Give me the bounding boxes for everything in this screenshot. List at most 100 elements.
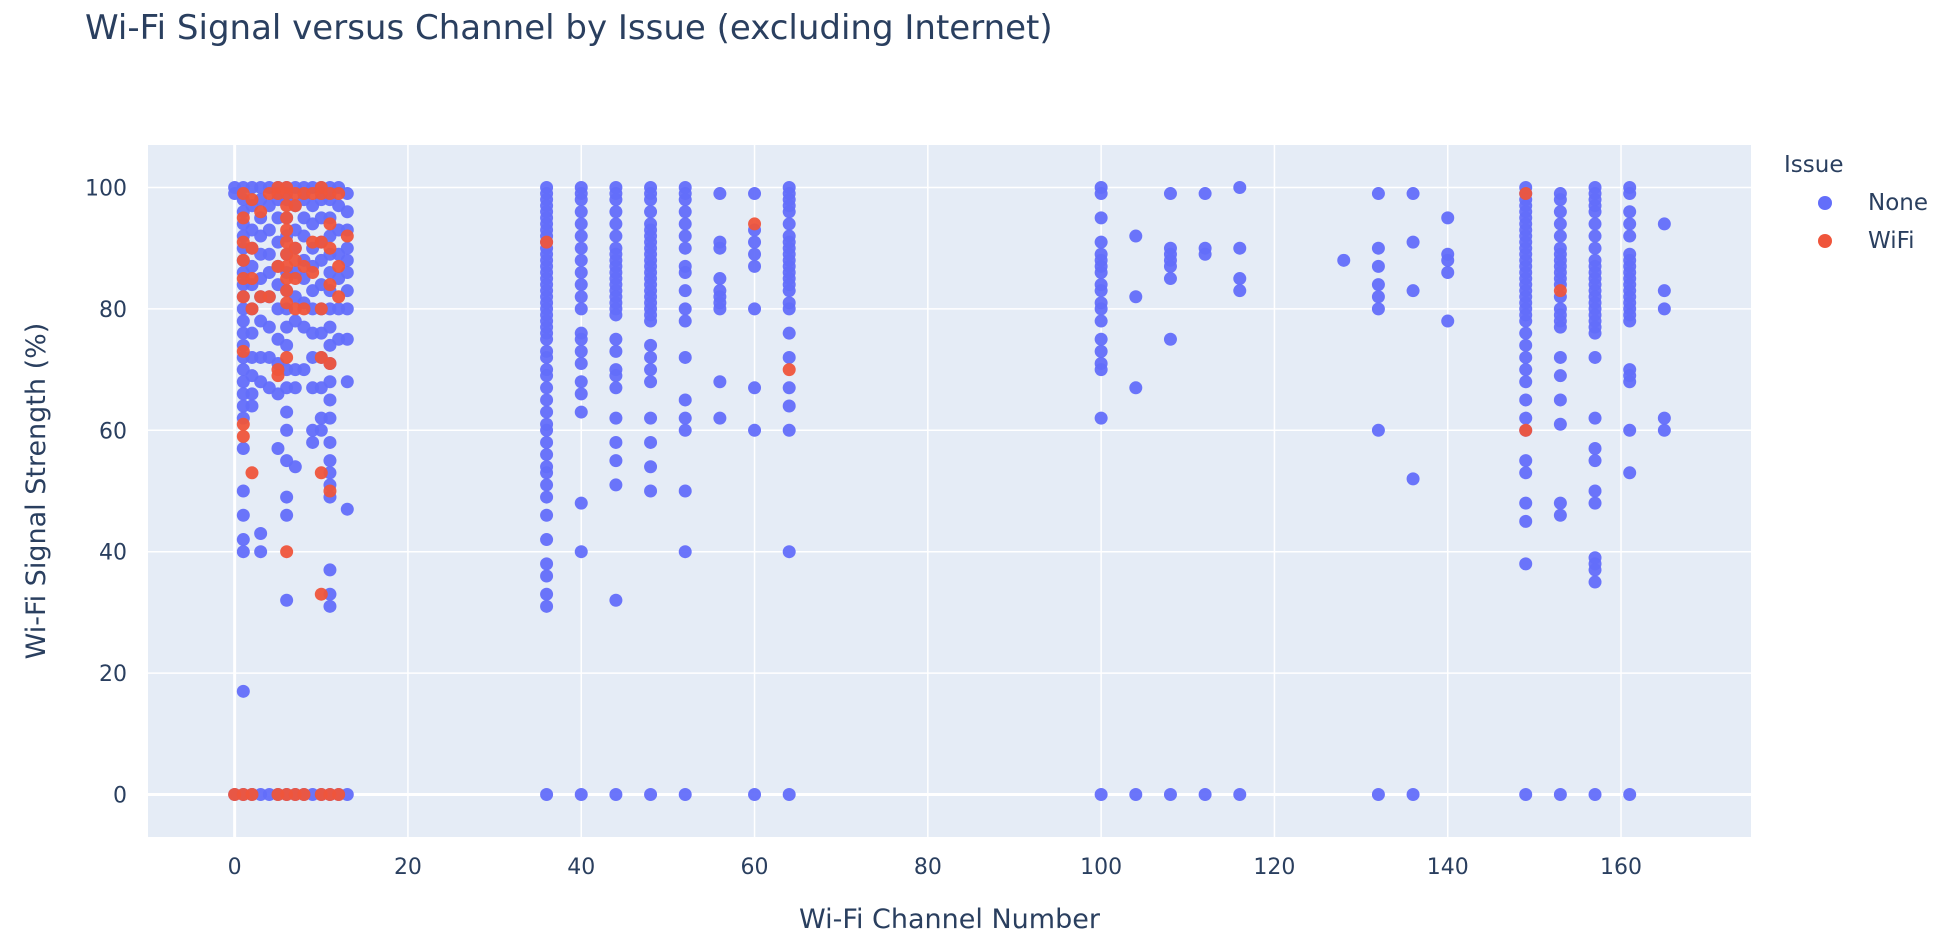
x-axis-title: Wi-Fi Channel Number	[799, 904, 1101, 935]
data-point-none	[1371, 290, 1385, 304]
data-point-none	[236, 442, 250, 456]
chart-title: Wi-Fi Signal versus Channel by Issue (ex…	[85, 8, 1053, 48]
data-point-wifi	[748, 217, 762, 231]
data-point-none	[1371, 302, 1385, 316]
data-point-none	[1163, 332, 1177, 346]
data-point-none	[713, 187, 727, 201]
data-point-none	[1094, 235, 1108, 249]
data-point-none	[574, 332, 588, 346]
data-point-none	[1371, 423, 1385, 437]
data-point-none	[1588, 217, 1602, 231]
y-tick-label: 100	[85, 176, 127, 201]
data-point-none	[782, 399, 796, 413]
data-point-none	[782, 205, 796, 219]
data-point-none	[1623, 423, 1637, 437]
data-point-none	[1519, 393, 1533, 407]
data-point-wifi	[245, 788, 259, 802]
data-point-wifi	[262, 290, 276, 304]
data-point-none	[678, 350, 692, 364]
data-point-none	[644, 205, 658, 219]
data-point-none	[574, 302, 588, 316]
data-point-none	[1657, 284, 1671, 298]
plot-area[interactable]	[148, 145, 1751, 837]
data-point-wifi	[236, 290, 250, 304]
data-point-none	[748, 788, 762, 802]
data-point-none	[314, 423, 328, 437]
data-point-none	[236, 533, 250, 547]
data-point-none	[1233, 788, 1247, 802]
data-point-none	[280, 593, 294, 607]
data-point-wifi	[1519, 423, 1533, 437]
x-tick-label: 80	[914, 855, 942, 880]
data-point-none	[748, 187, 762, 201]
data-point-none	[782, 326, 796, 340]
data-point-none	[1129, 290, 1143, 304]
data-point-wifi	[280, 545, 294, 559]
data-point-wifi	[314, 587, 328, 601]
data-point-none	[1198, 247, 1212, 261]
data-point-none	[1553, 320, 1567, 334]
data-point-none	[323, 411, 337, 425]
data-point-none	[280, 338, 294, 352]
data-point-none	[1094, 332, 1108, 346]
y-axis-ticks: 0 20 40 60 80 100	[85, 176, 127, 808]
data-point-none	[609, 478, 623, 492]
data-point-none	[340, 205, 354, 219]
data-point-none	[574, 265, 588, 279]
data-point-none	[1588, 563, 1602, 577]
data-point-wifi	[254, 205, 268, 219]
data-point-none	[748, 381, 762, 395]
data-point-none	[280, 490, 294, 504]
data-point-none	[323, 599, 337, 613]
x-tick-label: 40	[567, 855, 595, 880]
x-tick-label: 120	[1253, 855, 1295, 880]
data-point-none	[644, 193, 658, 207]
data-point-wifi	[236, 344, 250, 358]
data-point-none	[609, 308, 623, 322]
legend-item-wifi[interactable]: WiFi	[1784, 222, 1928, 260]
data-point-none	[1233, 272, 1247, 286]
data-point-none	[1588, 496, 1602, 510]
data-point-wifi	[323, 357, 337, 371]
data-point-wifi	[288, 199, 302, 213]
data-point-none	[1553, 229, 1567, 243]
data-point-none	[1623, 205, 1637, 219]
data-point-none	[280, 423, 294, 437]
data-point-none	[678, 411, 692, 425]
data-point-none	[323, 454, 337, 468]
x-tick-label: 100	[1080, 855, 1122, 880]
data-point-wifi	[332, 290, 346, 304]
data-point-wifi	[332, 259, 346, 273]
data-point-none	[609, 369, 623, 383]
data-point-none	[678, 241, 692, 255]
y-tick-label: 20	[99, 662, 127, 687]
data-point-none	[1094, 411, 1108, 425]
data-point-none	[262, 247, 276, 261]
y-tick-label: 80	[99, 298, 127, 323]
data-point-none	[1657, 423, 1671, 437]
data-point-none	[1588, 484, 1602, 498]
data-point-none	[1623, 229, 1637, 243]
data-point-none	[1337, 253, 1351, 267]
data-point-none	[236, 684, 250, 698]
data-point-none	[782, 217, 796, 231]
data-point-none	[1094, 187, 1108, 201]
data-point-none	[1441, 253, 1455, 267]
data-point-none	[1163, 187, 1177, 201]
data-point-none	[574, 278, 588, 292]
data-point-none	[1588, 241, 1602, 255]
data-point-none	[1553, 205, 1567, 219]
data-point-wifi	[314, 302, 328, 316]
data-point-none	[1371, 788, 1385, 802]
data-point-none	[1657, 217, 1671, 231]
legend-marker-none	[1818, 196, 1832, 210]
data-point-none	[574, 241, 588, 255]
data-point-none	[1519, 466, 1533, 480]
data-point-wifi	[297, 788, 311, 802]
data-point-none	[1233, 284, 1247, 298]
data-point-none	[1406, 284, 1420, 298]
data-point-none	[323, 320, 337, 334]
legend-item-none[interactable]: None	[1784, 184, 1928, 222]
data-point-none	[713, 302, 727, 316]
